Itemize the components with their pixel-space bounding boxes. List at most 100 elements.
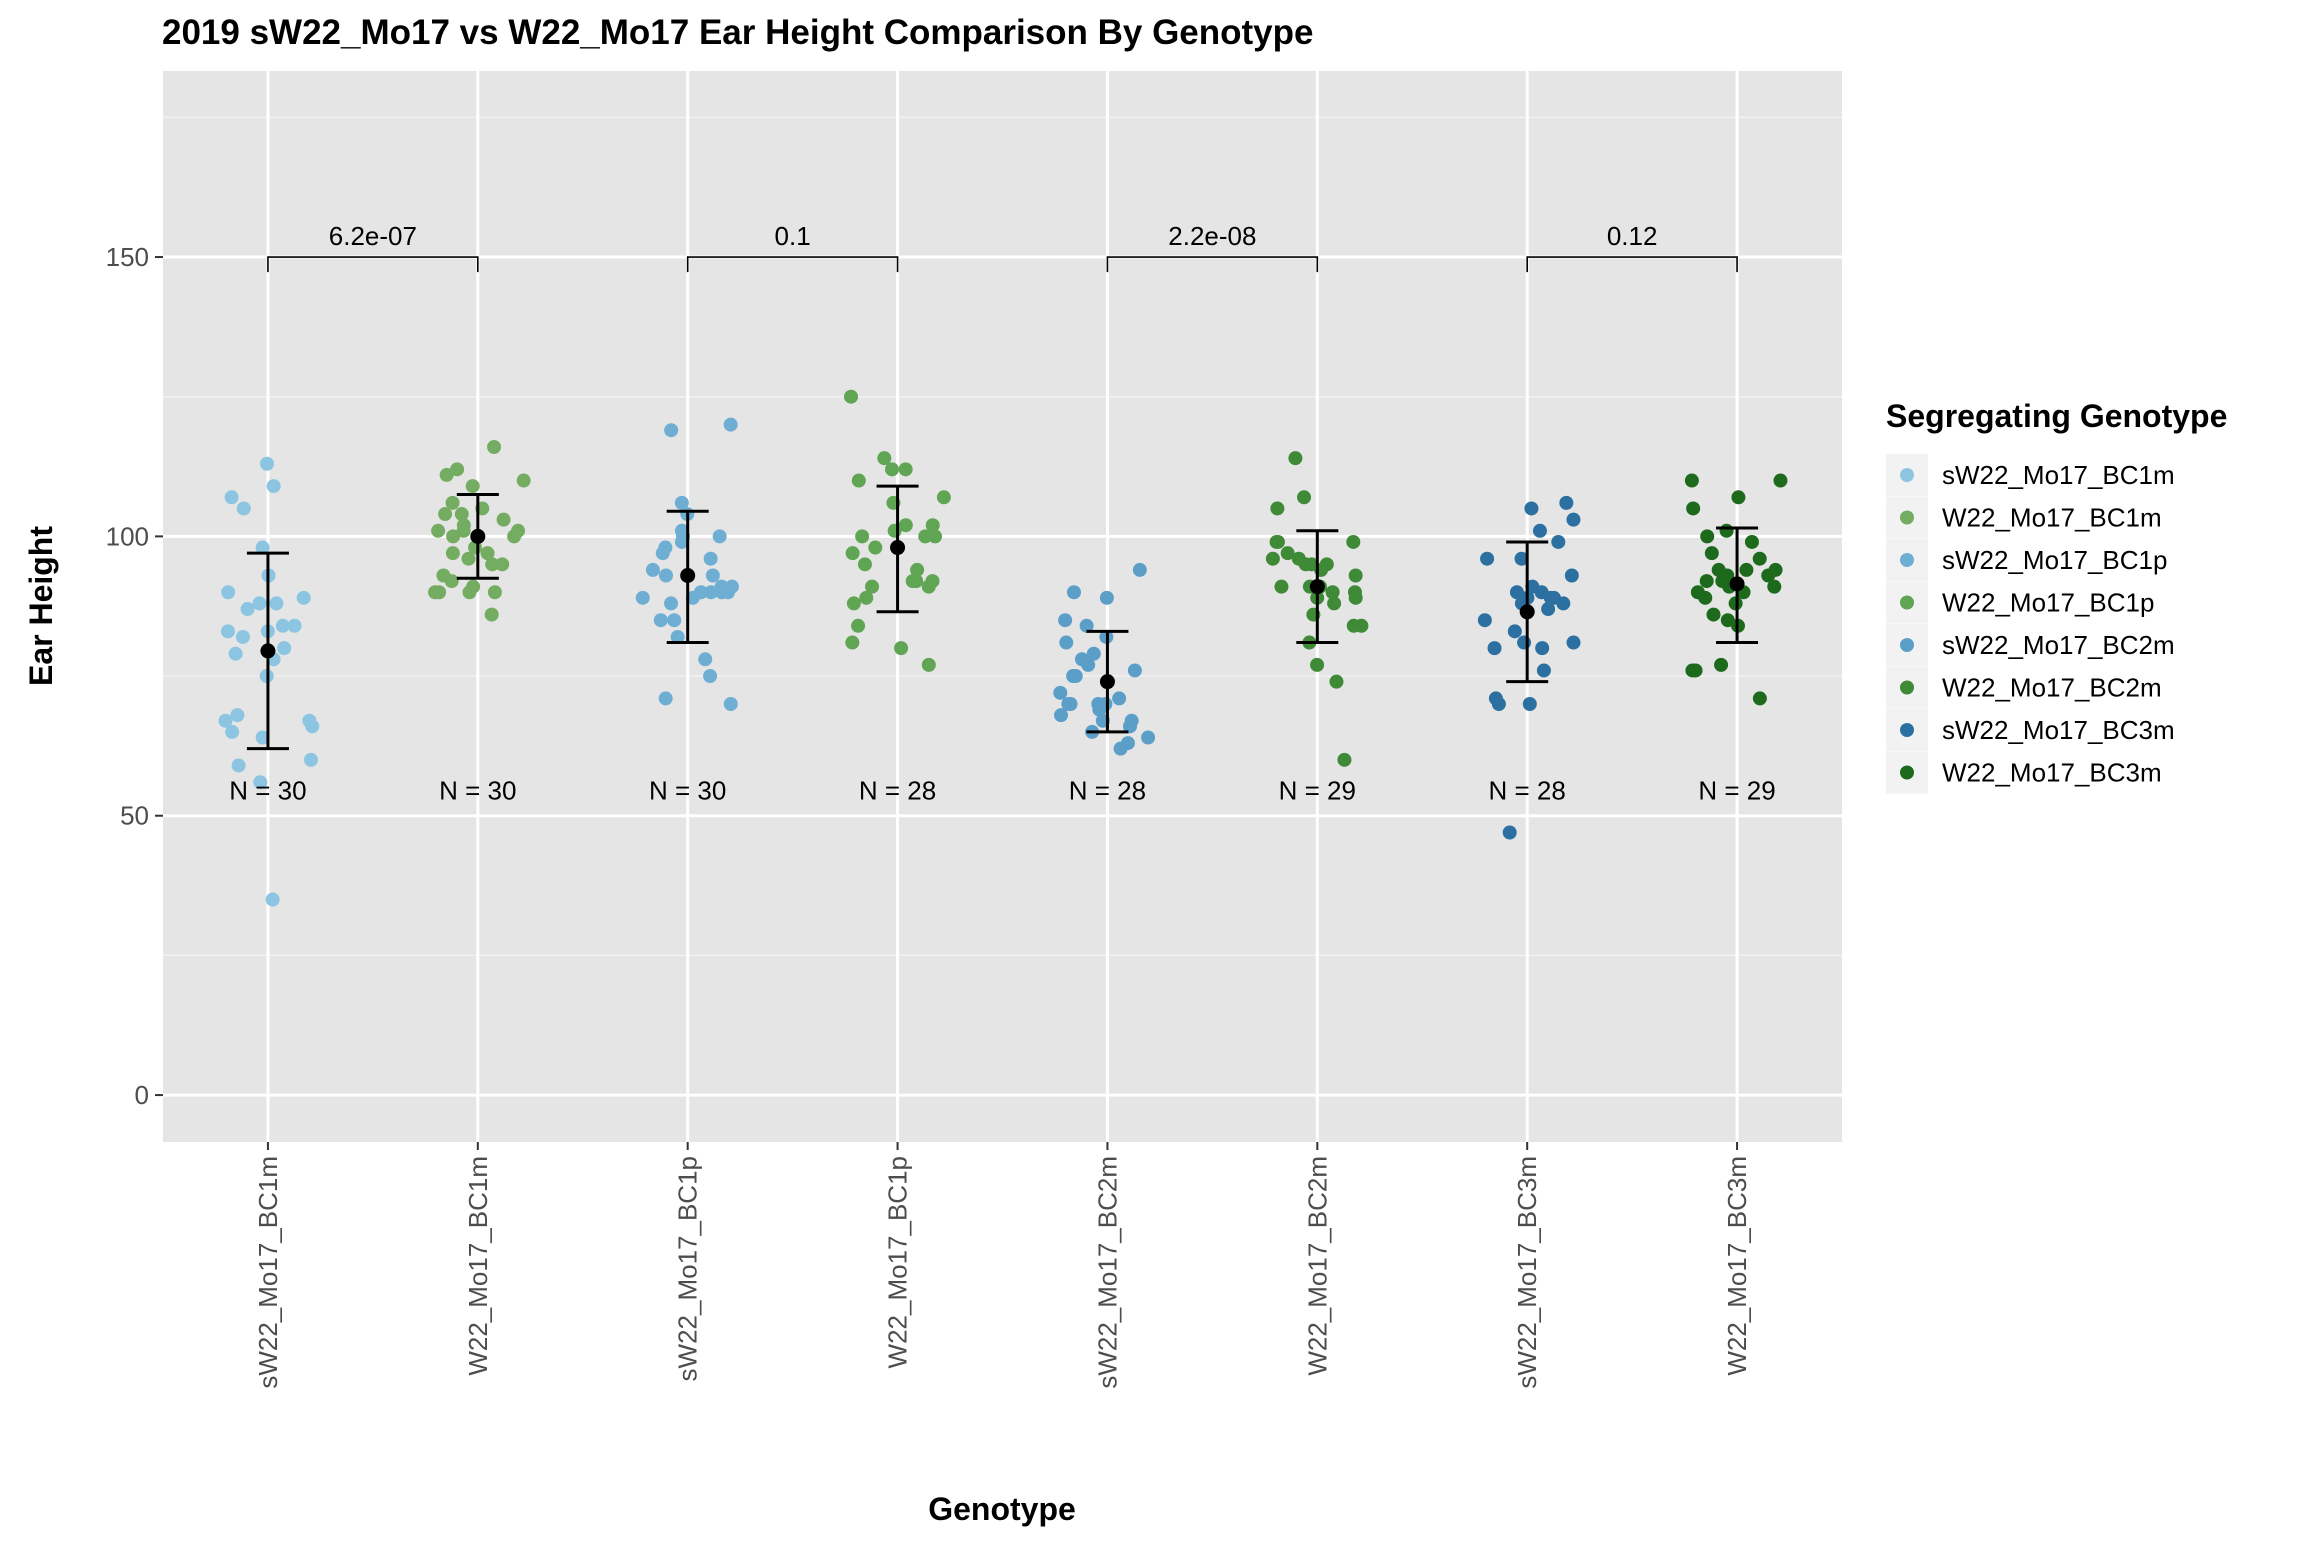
x-tick-label: W22_Mo17_BC2m	[1302, 1156, 1332, 1376]
data-point	[885, 462, 900, 477]
p-value-label: 2.2e-08	[1168, 221, 1256, 251]
data-point	[1509, 585, 1524, 600]
legend-label: W22_Mo17_BC2m	[1942, 673, 2162, 703]
data-point	[1348, 568, 1363, 583]
x-tick-label: sW22_Mo17_BC3m	[1512, 1156, 1542, 1389]
data-point	[269, 596, 284, 611]
data-point	[240, 602, 255, 617]
data-point	[1280, 546, 1295, 561]
data-point	[487, 585, 502, 600]
data-point	[221, 585, 236, 600]
data-point	[218, 713, 233, 728]
data-point	[714, 585, 729, 600]
data-point	[1054, 708, 1069, 723]
mean-point	[470, 528, 486, 544]
data-point	[1706, 607, 1721, 622]
data-point	[1298, 557, 1313, 572]
data-point	[495, 557, 510, 572]
data-point	[845, 546, 860, 561]
data-point	[462, 585, 477, 600]
data-point	[1551, 534, 1566, 549]
data-point	[439, 467, 454, 482]
data-point	[723, 417, 738, 432]
data-point	[658, 568, 673, 583]
data-point	[1113, 741, 1128, 756]
data-point	[231, 758, 246, 773]
data-point	[1480, 551, 1495, 566]
p-value-label: 0.12	[1607, 221, 1658, 251]
data-point	[1752, 691, 1767, 706]
data-point	[1058, 613, 1073, 628]
data-point	[1327, 596, 1342, 611]
data-point	[635, 590, 650, 605]
legend-swatch	[1900, 680, 1914, 695]
data-point	[275, 618, 290, 633]
data-point	[487, 439, 502, 454]
comparison-bracket	[686, 256, 899, 273]
data-point	[260, 456, 275, 471]
n-label: N = 29	[1279, 776, 1356, 806]
data-point	[1761, 568, 1776, 583]
data-point	[1714, 657, 1729, 672]
mean-point	[1309, 579, 1325, 595]
data-point	[287, 618, 302, 633]
data-point	[905, 574, 920, 589]
data-point	[918, 529, 933, 544]
data-point	[1566, 512, 1581, 527]
data-point	[1517, 635, 1532, 650]
data-point	[1720, 613, 1735, 628]
data-point	[1127, 663, 1142, 678]
data-point	[224, 490, 239, 505]
data-point	[704, 585, 719, 600]
data-point	[236, 501, 251, 516]
data-point	[277, 641, 292, 656]
data-point	[865, 579, 880, 594]
data-point	[1274, 579, 1289, 594]
n-labels: N = 30 N = 30 N = 30 N = 28 N = 28 N = 29 N = …	[229, 776, 1775, 806]
chart-title: 2019 sW22_Mo17 vs W22_Mo17 Ear Height Co…	[162, 13, 1314, 52]
comparison-bracket	[1106, 256, 1319, 273]
data-point	[894, 641, 909, 656]
data-point	[230, 708, 245, 723]
data-point	[1265, 551, 1280, 566]
data-point	[845, 635, 860, 650]
data-point	[446, 529, 461, 544]
mean-point	[890, 540, 906, 556]
data-point	[898, 462, 913, 477]
data-point	[496, 512, 511, 527]
p-value-label: 6.2e-07	[329, 221, 417, 251]
data-point	[445, 495, 460, 510]
data-point	[450, 462, 465, 477]
data-point	[438, 507, 453, 522]
legend-swatch	[1900, 510, 1914, 525]
legend-label: W22_Mo17_BC1p	[1942, 588, 2154, 618]
data-point	[516, 473, 531, 488]
n-label: N = 28	[859, 776, 936, 806]
data-point	[1132, 562, 1147, 577]
legend-swatch	[1900, 723, 1914, 737]
data-point	[1086, 646, 1101, 661]
data-point	[1068, 669, 1083, 684]
data-point	[266, 479, 281, 494]
mean-point	[1099, 674, 1115, 690]
data-point	[1514, 551, 1529, 566]
data-point	[723, 696, 738, 711]
data-point	[1325, 585, 1340, 600]
y-tick-label: 100	[106, 521, 149, 551]
data-point	[1699, 574, 1714, 589]
x-axis: sW22_Mo17_BC1m W22_Mo17_BC1m sW22_Mo17_BC1…	[253, 1142, 1752, 1389]
data-point	[910, 562, 925, 577]
data-point	[220, 624, 235, 639]
data-point	[1752, 551, 1767, 566]
data-point	[228, 646, 243, 661]
data-point	[1053, 685, 1068, 700]
data-point	[1081, 657, 1096, 672]
data-point	[1141, 730, 1156, 745]
comparison-brackets: 6.2e-07 0.1 2.2e-08 0.12	[267, 221, 1738, 273]
data-point	[1270, 501, 1285, 516]
data-point	[1556, 596, 1571, 611]
legend-label: sW22_Mo17_BC1p	[1942, 545, 2167, 575]
data-point	[887, 523, 902, 538]
data-point	[927, 529, 942, 544]
